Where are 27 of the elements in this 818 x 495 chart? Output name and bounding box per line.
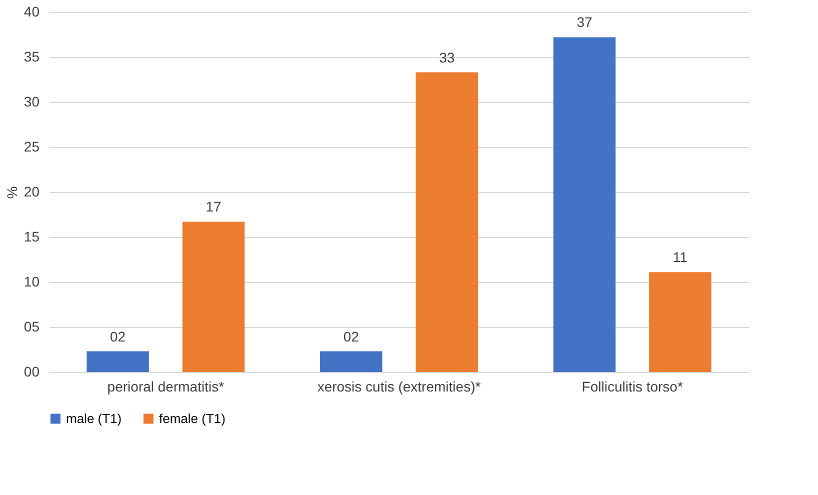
bar [182,222,245,372]
y-tick-label: 00 [24,364,40,380]
x-tick-label: Folliculitis torso* [582,378,684,394]
y-tick-label: 15 [24,228,40,244]
bar [86,351,149,372]
bar [320,351,382,372]
y-tick-label: 20 [24,184,40,200]
y-tick-label: 30 [24,94,40,110]
x-tick-label: perioral dermatitis* [107,378,225,394]
y-tick-label: 25 [24,138,40,154]
x-tick-label: xerosis cutis (extremities)* [317,378,482,394]
y-tick-label: 40 [24,4,40,20]
y-tick-label: 35 [24,48,40,64]
legend-label: female (T1) [159,410,226,426]
bar [649,272,712,372]
data-label: 02 [110,328,126,344]
data-label: 37 [576,14,592,30]
bar [416,72,478,372]
data-label: 17 [206,198,222,215]
bar [553,37,616,372]
data-label: 11 [672,249,688,266]
data-label: 02 [343,328,360,344]
y-tick-label: 05 [24,318,40,334]
y-axis-title: % [4,186,20,199]
legend-label: male (T1) [66,410,122,426]
data-label: 33 [439,49,455,66]
y-tick-label: 10 [24,274,40,290]
